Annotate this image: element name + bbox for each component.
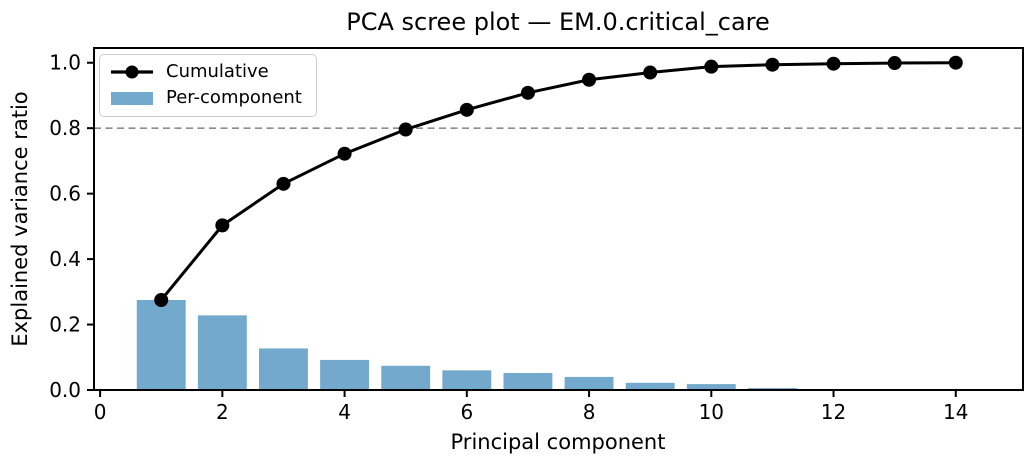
y-axis-label: Explained variance ratio [8, 91, 32, 346]
y-tick-label: 0.6 [49, 182, 81, 206]
bar-pc-3 [259, 348, 308, 390]
x-tick-label: 10 [699, 400, 724, 424]
cumulative-marker-pc-5 [398, 122, 413, 137]
plot-frame [93, 47, 1024, 391]
bar-pc-10 [686, 384, 736, 390]
y-tick-label: 0.8 [49, 116, 81, 140]
bar-pc-1 [136, 300, 186, 390]
cumulative-marker-pc-10 [704, 59, 719, 74]
cumulative-line-layer [154, 55, 963, 307]
cumulative-marker-pc-2 [215, 218, 230, 233]
x-axis-label: Principal component [451, 430, 666, 454]
chart-title: PCA scree plot — EM.0.critical_care [346, 8, 770, 36]
cumulative-line [160, 61, 956, 301]
axes-layer: 0 2 4 6 8 10 12 14 0.0 0.2 0.4 0.6 0.8 1.0 [49, 47, 1024, 424]
cumulative-marker-pc-6 [459, 102, 474, 117]
cumulative-marker-pc-3 [276, 176, 291, 191]
bar-pc-6 [442, 370, 492, 390]
cumulative-marker-pc-4 [337, 146, 352, 161]
x-tick-label: 8 [583, 400, 596, 424]
bar-pc-9 [625, 382, 675, 390]
bar-pc-4 [320, 359, 370, 390]
y-tick-label: 0.0 [49, 378, 81, 402]
legend-label-per-component: Per-component [166, 87, 302, 108]
x-tick-label: 4 [338, 400, 351, 424]
cumulative-marker-pc-12 [826, 56, 841, 71]
cumulative-marker-pc-13 [887, 56, 902, 71]
cumulative-marker-pc-1 [154, 293, 169, 307]
cumulative-marker-pc-11 [765, 57, 780, 72]
x-tick-label: 12 [821, 400, 846, 424]
legend: Cumulative Per-component [99, 54, 317, 117]
bar-pc-8 [564, 376, 614, 390]
x-tick-label: 2 [216, 400, 229, 424]
cumulative-line-sample-icon [111, 65, 153, 79]
x-tick-label: 0 [94, 400, 107, 424]
y-tick-label: 0.4 [49, 247, 81, 271]
bar-pc-7 [503, 372, 553, 390]
x-tick-label: 6 [460, 400, 473, 424]
y-tick-label: 0.2 [49, 313, 81, 337]
cumulative-marker-pc-8 [582, 72, 597, 87]
legend-label-cumulative: Cumulative [166, 61, 269, 82]
per-component-swatch-icon [111, 92, 153, 105]
cumulative-marker-pc-9 [643, 65, 658, 80]
cumulative-marker-pc-14 [948, 55, 963, 70]
bar-pc-5 [381, 365, 431, 390]
legend-item-per-component: Per-component [110, 87, 302, 109]
y-tick-label: 1.0 [49, 51, 81, 75]
legend-item-cumulative: Cumulative [110, 61, 302, 83]
cumulative-marker-pc-7 [520, 85, 535, 100]
bar-pc-2 [197, 315, 247, 390]
bars-layer [136, 300, 981, 390]
x-tick-label: 14 [943, 400, 968, 424]
